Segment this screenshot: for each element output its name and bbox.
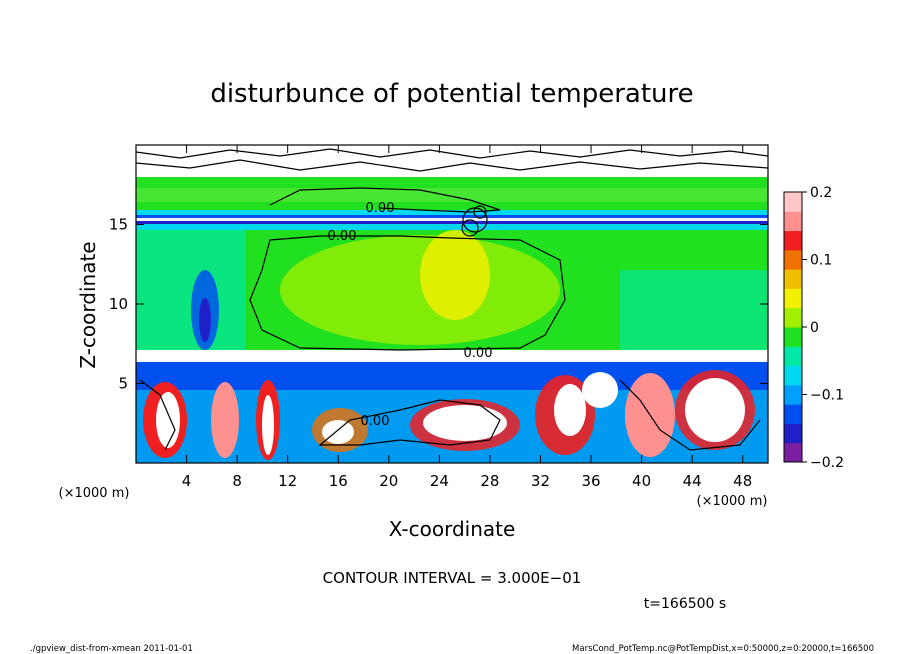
colorbar-swatch: [784, 230, 802, 251]
y-tick-label: 10: [109, 295, 128, 313]
x-axis: 4 8 12 16 20 24 28 32 36 40 44 48: [182, 145, 752, 490]
colorbar-swatch: [784, 346, 802, 367]
field-plume-2: [211, 382, 239, 458]
field-plume-8: [582, 372, 618, 408]
field-plume-7-white: [685, 378, 745, 442]
contour-knot-2: [461, 219, 479, 237]
field-middle-right-cyan: [620, 270, 768, 350]
field-middle-left-deepblue: [199, 298, 211, 342]
y-axis-title: Z-coordinate: [76, 241, 100, 368]
chart-title: disturbunce of potential temperature: [210, 79, 693, 109]
y-axis: 5 10 15: [109, 216, 768, 393]
colorbar-swatch: [784, 327, 802, 347]
x-tick-label: 32: [531, 472, 550, 490]
x-tick-label: 44: [683, 472, 702, 490]
colorbar-ticks: −0.2 −0.1 0 0.1 0.2: [802, 185, 844, 471]
colorbar-swatch: [784, 442, 802, 463]
field-top-band: [136, 145, 768, 177]
colorbar-swatch: [784, 288, 802, 309]
field-transition-blue: [136, 362, 768, 370]
field-plume-4-white: [322, 420, 354, 444]
colorbar-swatch: [784, 404, 802, 424]
field-band-blue-lower: [136, 221, 768, 224]
field-band-cyan-upper: [136, 210, 768, 215]
x-tick-label: 4: [182, 472, 192, 490]
contour-label: 0.00: [328, 229, 357, 244]
contour-upper-zero: [269, 187, 501, 213]
field-middle-center-lightgreen: [280, 235, 560, 345]
colorbar-tick-label: −0.2: [810, 455, 844, 471]
field-plume-5-white: [554, 384, 586, 436]
colorbar-tick-label: 0.2: [810, 185, 832, 201]
y-tick-label: 15: [109, 216, 128, 234]
contour-label: 0.00: [464, 346, 493, 361]
footer-left: ./gpview_dist-from-xmean 2011-01-01: [30, 644, 193, 654]
colorbar-swatch: [784, 192, 802, 212]
x-tick-label: 20: [379, 472, 398, 490]
colorbar-swatch: [784, 423, 802, 444]
contour-interval-text: CONTOUR INTERVAL = 3.000E−01: [323, 569, 582, 587]
colorbar: [784, 192, 802, 463]
x-tick-label: 28: [480, 472, 499, 490]
field-band-white: [136, 218, 768, 221]
colorbar-tick-label: 0: [810, 320, 819, 336]
contour-lower-left: [139, 379, 176, 451]
y-tick-label: 5: [118, 375, 128, 393]
x-tick-label: 16: [329, 472, 348, 490]
contour-lines: [136, 148, 768, 451]
time-label: t=166500 s: [644, 596, 726, 612]
contour-middle-zero: [249, 235, 566, 351]
x-tick-label: 12: [278, 472, 297, 490]
x-tick-label: 24: [430, 472, 449, 490]
field-plume-1-white: [156, 392, 180, 448]
field-warm-blob-white: [423, 405, 507, 441]
x-unit-label: (×1000 m): [697, 494, 768, 509]
colorbar-tick-label: 0.1: [810, 253, 832, 269]
colorbar-swatch: [784, 365, 802, 386]
field-transition-white: [136, 350, 768, 362]
field-upper-green-light: [136, 188, 768, 202]
contour-label: 0.00: [361, 414, 390, 429]
footer-right: MarsCond_PotTemp.nc@PotTempDist,x=0:5000…: [572, 644, 874, 654]
colorbar-swatch: [784, 269, 802, 289]
colorbar-swatch: [784, 249, 802, 270]
colorbar-swatch: [784, 211, 802, 232]
y-unit-label: (×1000 m): [59, 486, 130, 501]
x-tick-label: 48: [733, 472, 752, 490]
x-tick-label: 40: [632, 472, 651, 490]
colorbar-tick-label: −0.1: [810, 388, 844, 404]
contour-lower-right: [619, 379, 761, 451]
x-tick-label: 36: [581, 472, 600, 490]
x-axis-title: X-coordinate: [389, 517, 516, 541]
contour-top-band: [136, 148, 768, 159]
field-band-blue-upper: [136, 215, 768, 218]
field-band-cyan-lower: [136, 224, 768, 230]
plot-area: 0.00 0.00 0.00 0.00: [136, 145, 768, 463]
colorbar-swatch: [784, 307, 802, 328]
field-middle-center-yellow: [420, 230, 490, 320]
field-plume-3-white: [262, 395, 274, 455]
contour-knot-3: [473, 205, 487, 219]
colorbar-swatch: [784, 384, 802, 405]
contour-top-band-2: [136, 159, 768, 172]
contour-label: 0.00: [366, 201, 395, 216]
x-tick-label: 8: [232, 472, 242, 490]
contour-lower-zero: [318, 399, 501, 446]
field-middle-left-cyan: [136, 230, 246, 350]
